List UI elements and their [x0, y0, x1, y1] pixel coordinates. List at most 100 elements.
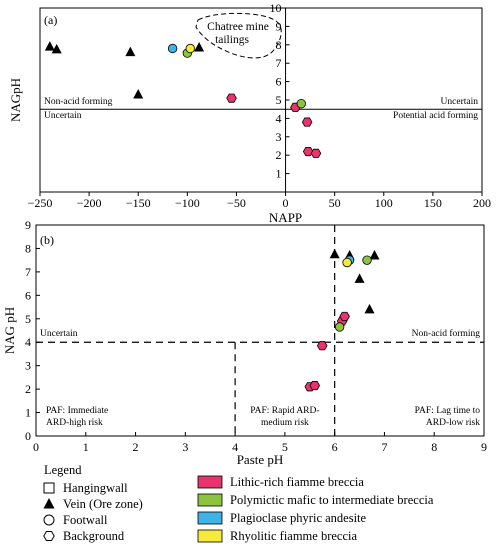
data-point-vein — [329, 248, 340, 259]
y-tick-label: 2 — [276, 148, 282, 162]
y-tick-label: 6 — [25, 288, 31, 302]
x-tick-label: −150 — [126, 196, 151, 210]
plot-frame — [35, 224, 485, 437]
y-tick-label: 7 — [25, 265, 31, 279]
y-axis-label: NAG pH — [2, 307, 17, 354]
legend-color-swatch — [197, 511, 223, 525]
zone-label: Non-acid forming — [412, 328, 481, 339]
zone-label: medium risk — [261, 418, 309, 428]
background-hexagon-icon — [43, 531, 55, 541]
hangingwall-square-icon — [43, 482, 55, 494]
data-point-rhyolitic — [342, 257, 352, 268]
data-point-lithic — [302, 146, 314, 157]
x-tick-label: −200 — [77, 196, 102, 210]
y-tick-label: 7 — [276, 56, 282, 70]
x-tick-label: 50 — [329, 196, 341, 210]
data-point-rhyolitic — [185, 43, 195, 54]
data-point-vein — [133, 88, 144, 99]
y-tick-label: 1 — [276, 167, 282, 181]
x-tick-label: 2 — [133, 440, 139, 454]
vein-triangle-icon — [43, 498, 55, 509]
footwall-circle-icon — [43, 514, 55, 526]
x-tick-label: −100 — [175, 196, 200, 210]
data-point-vein — [125, 46, 136, 57]
x-tick-label: 0 — [33, 440, 39, 454]
zone-label: Uncertain — [441, 97, 479, 107]
data-point-polymictic — [334, 322, 345, 332]
data-point-lithic — [316, 341, 328, 351]
tailings-outline — [195, 12, 282, 59]
x-tick-label: −250 — [28, 196, 53, 210]
x-tick-label: 0 — [283, 196, 289, 210]
data-point-vein — [194, 42, 205, 52]
panel-a: −250 −200 −150 −100 −50 0 50 100 150 200 1 2 3 4 5 6 7 8 9… — [8, 1, 491, 225]
panel-label: (b) — [40, 233, 54, 247]
y-tick-label: 8 — [276, 38, 282, 52]
x-tick-label: 5 — [282, 440, 288, 454]
x-tick-label: 1 — [83, 440, 89, 454]
data-point-vein — [364, 303, 375, 314]
y-tick-label: 1 — [25, 406, 31, 420]
data-point-lithic — [226, 93, 237, 103]
legend-item-label: Plagioclase phyric andesite — [230, 511, 367, 525]
x-tick-label: 8 — [431, 440, 437, 454]
y-axis-label: NAGpH — [8, 78, 23, 122]
y-tick-label: 9 — [25, 218, 31, 232]
legend-item-label: Hangingwall — [63, 481, 128, 495]
x-tick-label: 6 — [332, 440, 338, 454]
data-point-lithic — [309, 381, 321, 391]
legend: Legend Hangingwall Vein (Ore zone) Footwall… — [43, 463, 434, 543]
data-point-vein — [354, 273, 365, 283]
legend-item-label: Background — [63, 529, 125, 543]
zone-label: Uncertain — [44, 111, 82, 121]
y-tick-label: 10 — [270, 1, 282, 15]
annotation-text: Chatree mine — [207, 21, 269, 33]
zone-label: ARD-high risk — [46, 418, 103, 428]
x-tick-label: 200 — [473, 196, 491, 210]
zone-label: PAF: Lag time to — [415, 406, 481, 416]
y-tick-label: 3 — [25, 359, 31, 373]
y-tick-label: 9 — [276, 19, 282, 33]
y-tick-label: 0 — [25, 429, 31, 443]
y-tick-label: 2 — [25, 382, 31, 396]
x-tick-label: 4 — [232, 440, 238, 454]
data-point-plagioclase — [167, 43, 178, 54]
zone-label: ARD-low risk — [426, 418, 480, 428]
legend-color-swatch — [197, 493, 223, 507]
y-tick-label: 8 — [25, 241, 31, 255]
legend-item-label: Rhyolitic fiamme breccia — [230, 529, 357, 543]
legend-item-label: Polymictic mafic to intermediate breccia — [230, 493, 434, 507]
zone-label: PAF: Rapid ARD- — [250, 406, 319, 416]
panel-b: 0 1 2 3 4 5 6 7 8 9 0 1 2 3 4 5 6 7 8 9 Paste pH NAG pH (b) Unc… — [2, 218, 487, 467]
legend-item-label: Footwall — [63, 513, 108, 527]
y-tick-label: 6 — [276, 75, 282, 89]
y-tick-label: 4 — [276, 111, 282, 125]
zone-label: Non-acid forming — [44, 96, 113, 107]
data-point-lithic — [339, 311, 350, 321]
y-tick-label: 4 — [25, 335, 31, 349]
plot-frame — [39, 7, 483, 193]
panel-label: (a) — [44, 13, 57, 27]
data-point-polymictic — [296, 98, 306, 109]
annotation-text: tailings — [215, 34, 249, 46]
data-point-lithic — [310, 148, 322, 158]
legend-item-label: Vein (Ore zone) — [63, 497, 143, 511]
x-tick-label: 3 — [182, 440, 188, 454]
x-tick-label: 150 — [424, 196, 442, 210]
data-point-polymictic — [362, 255, 372, 265]
data-point-vein — [369, 249, 380, 260]
x-tick-label: 7 — [381, 440, 387, 454]
y-tick-label: 3 — [276, 130, 282, 144]
legend-color-swatch — [197, 529, 223, 543]
x-axis-label: Paste pH — [237, 452, 284, 467]
x-axis-label: NAPP — [269, 210, 302, 225]
y-tick-label: 5 — [25, 312, 31, 326]
x-tick-label: 100 — [375, 196, 393, 210]
data-point-lithic — [301, 117, 313, 127]
zone-label: PAF: Immediate — [46, 406, 108, 416]
zone-label: Potential acid forming — [393, 110, 478, 121]
x-tick-label: −50 — [227, 196, 246, 210]
zone-label: Uncertain — [40, 329, 78, 339]
legend-item-label: Lithic-rich fiamme breccia — [230, 475, 364, 489]
